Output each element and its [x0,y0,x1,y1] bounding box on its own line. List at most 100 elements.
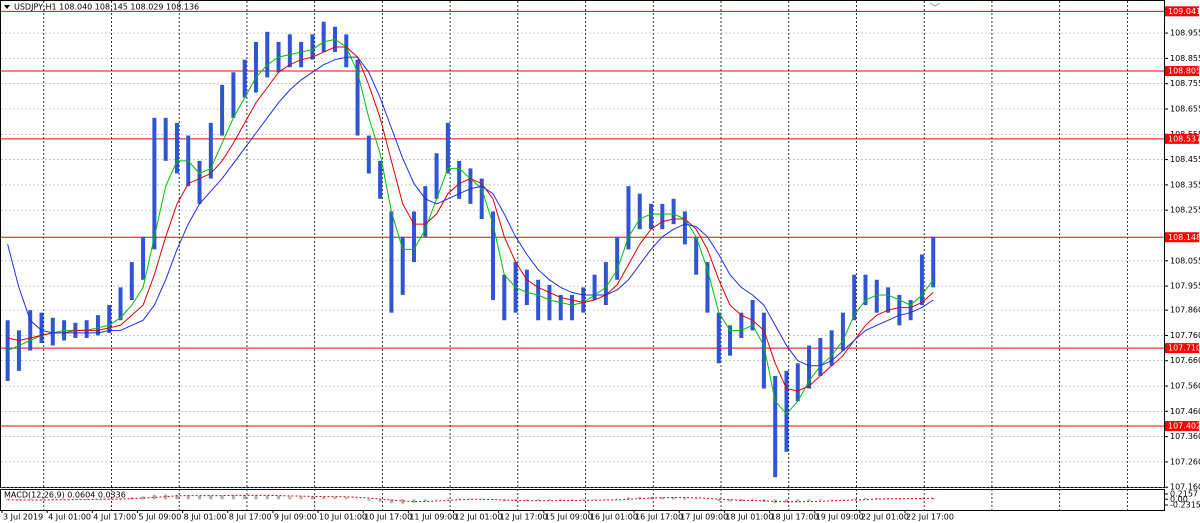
y-tick-label: 107.660 [1170,356,1200,365]
price-bar [28,310,33,351]
x-tick-label: 5 Jul 09:00 [138,513,181,522]
price-bar [637,193,642,230]
level-label: 109.041 [1168,7,1200,16]
price-bar [716,312,721,364]
x-tick-label: 12 Jul 01:00 [455,513,503,522]
x-tick-label: 17 Jul 09:00 [680,513,728,522]
level-label: 108.148 [1168,233,1200,242]
price-bar [389,211,394,313]
x-tick-label: 10 Jul 17:00 [364,513,412,522]
price-bar [39,312,44,344]
price-bar [129,262,134,301]
price-bar [615,236,620,280]
price-bar [852,274,857,321]
x-tick-label: 22 Jul 01:00 [861,513,909,522]
price-bar [919,254,924,306]
x-tick-label: 8 Jul 17:00 [229,513,272,522]
macd-bar [717,499,721,502]
price-bar [287,34,292,68]
macd-title: MACD(12,26,9) 0.0604 0.0336 [4,491,126,500]
price-bar [570,294,575,321]
macd-bar [198,495,202,500]
price-bar [242,59,247,98]
macd-bar [457,498,461,500]
macd-bar [378,499,382,502]
macd-bar [243,495,247,500]
y-tick-label: 107.360 [1170,432,1200,441]
x-tick-label: 15 Jul 09:00 [545,513,593,522]
macd-bar [277,495,281,500]
macd-bar [85,499,89,500]
macd-bar [152,494,156,500]
y-tick-label: 107.560 [1170,382,1200,391]
price-bar [818,337,823,376]
price-bar [626,186,631,250]
macd-bar [220,495,224,500]
price-bar [84,320,89,338]
level-label-box [1165,343,1199,354]
macd-bar [683,497,687,500]
x-tick-label: 19 Jul 09:00 [816,513,864,522]
x-tick-label: 22 Jul 17:00 [906,513,954,522]
level-label: 108.805 [1168,67,1200,76]
price-bar [547,284,552,321]
macd-tick-label: -0.2315 [1170,501,1200,510]
price-bar [152,117,157,250]
macd-bar [423,499,427,502]
x-tick-label: 16 Jul 17:00 [635,513,683,522]
y-tick-label: 108.855 [1170,54,1200,63]
price-bar [107,305,112,333]
macd-bar [728,499,732,502]
macd-bar [615,498,619,500]
macd-bar [784,499,788,503]
price-bar [694,236,699,275]
macd-bar [705,499,709,500]
price-bar [795,363,800,402]
price-bar [197,160,202,204]
y-tick-label: 108.455 [1170,155,1200,164]
macd-bar [356,498,360,500]
macd-bar [186,495,190,500]
level-label-box [1165,232,1199,243]
macd-bar [367,499,371,501]
price-bar [558,294,563,321]
price-bar [603,262,608,306]
macd-bar [322,496,326,500]
price-bar [423,186,428,237]
price-bar [908,300,913,321]
price-bar [378,160,383,199]
macd-bar [299,496,303,500]
price-bar [231,72,236,118]
y-tick-label: 108.955 [1170,29,1200,38]
macd-bar [265,495,269,500]
level-label: 107.710 [1168,344,1200,353]
macd-bar [547,499,551,501]
price-bar [897,294,902,326]
price-bar [581,287,586,313]
price-bar [265,31,270,78]
price-bar [874,279,879,313]
price-bar [728,325,733,356]
macd-bar [175,494,179,500]
macd-bar [73,499,77,500]
macd-bar [536,499,540,501]
level-label: 107.402 [1168,422,1200,431]
macd-bar [288,496,292,500]
y-tick-label: 108.255 [1170,206,1200,215]
price-bar [502,274,507,321]
price-bar [863,274,868,306]
x-tick-label: 10 Jul 01:00 [319,513,367,522]
price-bar [739,312,744,338]
menu-arrow[interactable] [4,5,10,9]
x-tick-label: 12 Jul 17:00 [500,513,548,522]
level-label: 108.537 [1168,134,1200,143]
price-bar [220,84,225,136]
macd-bar [581,499,585,501]
price-bar [163,117,168,161]
price-bar [310,34,315,60]
macd-bar [480,499,484,500]
price-bar [761,312,766,389]
macd-bar [649,497,653,500]
y-tick-label: 107.260 [1170,457,1200,466]
price-bar [434,153,439,199]
